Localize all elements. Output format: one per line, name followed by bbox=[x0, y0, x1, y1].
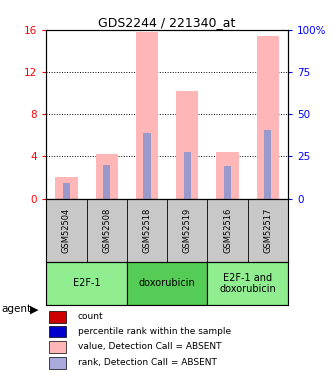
Text: count: count bbox=[78, 312, 103, 321]
Bar bbox=[136, 32, 158, 198]
Bar bbox=[216, 152, 239, 198]
Text: GSM52518: GSM52518 bbox=[143, 207, 152, 253]
Text: agent: agent bbox=[2, 304, 32, 314]
Text: E2F-1: E2F-1 bbox=[73, 278, 100, 288]
Bar bbox=[63, 183, 70, 198]
Bar bbox=[176, 91, 198, 198]
Bar bbox=[103, 165, 110, 198]
Text: rank, Detection Call = ABSENT: rank, Detection Call = ABSENT bbox=[78, 358, 216, 367]
Text: GSM52516: GSM52516 bbox=[223, 207, 232, 253]
Bar bbox=[55, 177, 77, 198]
Bar bbox=[224, 166, 231, 198]
Text: doxorubicin: doxorubicin bbox=[139, 278, 196, 288]
Bar bbox=[127, 262, 208, 305]
Bar bbox=[49, 311, 66, 323]
Bar bbox=[264, 130, 271, 198]
Bar bbox=[208, 262, 288, 305]
Bar bbox=[46, 262, 127, 305]
Text: ▶: ▶ bbox=[30, 304, 38, 314]
Bar bbox=[184, 152, 191, 198]
Bar bbox=[49, 341, 66, 353]
Bar bbox=[257, 36, 279, 198]
Bar bbox=[49, 357, 66, 369]
Text: GSM52517: GSM52517 bbox=[263, 207, 272, 253]
Text: GSM52519: GSM52519 bbox=[183, 207, 192, 253]
Text: GSM52504: GSM52504 bbox=[62, 207, 71, 253]
Text: value, Detection Call = ABSENT: value, Detection Call = ABSENT bbox=[78, 342, 221, 351]
Bar bbox=[143, 133, 151, 198]
Bar bbox=[96, 154, 118, 198]
Title: GDS2244 / 221340_at: GDS2244 / 221340_at bbox=[98, 16, 236, 29]
Bar bbox=[49, 326, 66, 338]
Text: E2F-1 and
doxorubicin: E2F-1 and doxorubicin bbox=[219, 273, 276, 294]
Text: percentile rank within the sample: percentile rank within the sample bbox=[78, 327, 231, 336]
Text: GSM52508: GSM52508 bbox=[102, 207, 111, 253]
